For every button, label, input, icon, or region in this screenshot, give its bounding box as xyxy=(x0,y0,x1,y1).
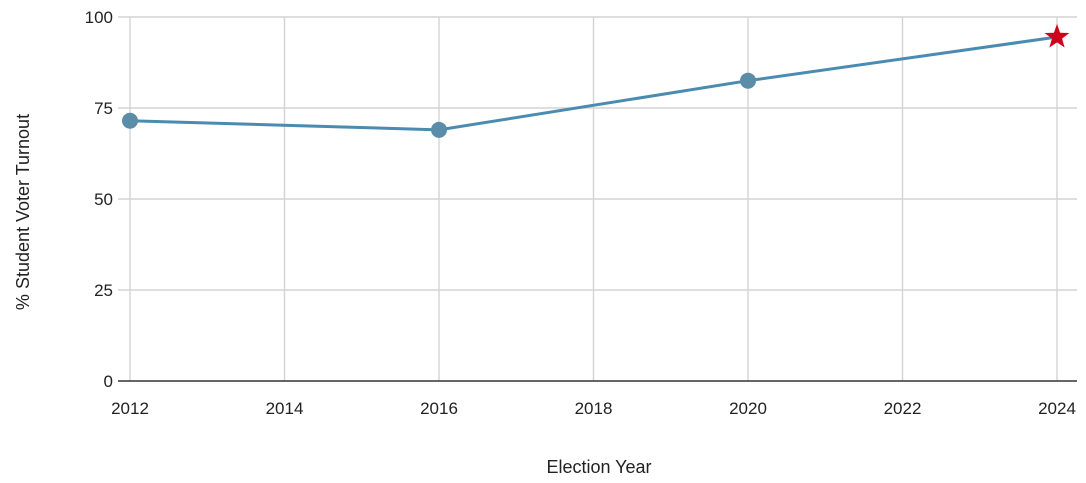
series-group xyxy=(122,24,1070,138)
y-axis-title: % Student Voter Turnout xyxy=(13,114,33,310)
y-tick-label: 0 xyxy=(104,372,113,391)
data-point xyxy=(122,112,138,129)
y-tick-label: 75 xyxy=(94,99,113,118)
data-point-star xyxy=(1044,24,1070,48)
x-tick-label: 2024 xyxy=(1038,399,1076,418)
y-tick-label: 50 xyxy=(94,190,113,209)
x-tick-labels: 2012 2014 2016 2018 2020 2022 2024 xyxy=(111,399,1076,418)
data-point xyxy=(431,121,447,138)
x-tick-label: 2018 xyxy=(575,399,613,418)
data-point xyxy=(740,72,756,89)
y-tick-labels: 0 25 50 75 100 xyxy=(85,8,113,391)
x-tick-label: 2014 xyxy=(266,399,304,418)
x-tick-label: 2022 xyxy=(884,399,922,418)
x-axis-title: Election Year xyxy=(546,457,651,477)
y-tick-label: 25 xyxy=(94,281,113,300)
y-tick-label: 100 xyxy=(85,8,113,27)
x-tick-label: 2016 xyxy=(420,399,458,418)
grid-lines xyxy=(118,16,1077,381)
series-line xyxy=(129,35,1058,132)
x-tick-label: 2020 xyxy=(729,399,767,418)
x-tick-label: 2012 xyxy=(111,399,149,418)
